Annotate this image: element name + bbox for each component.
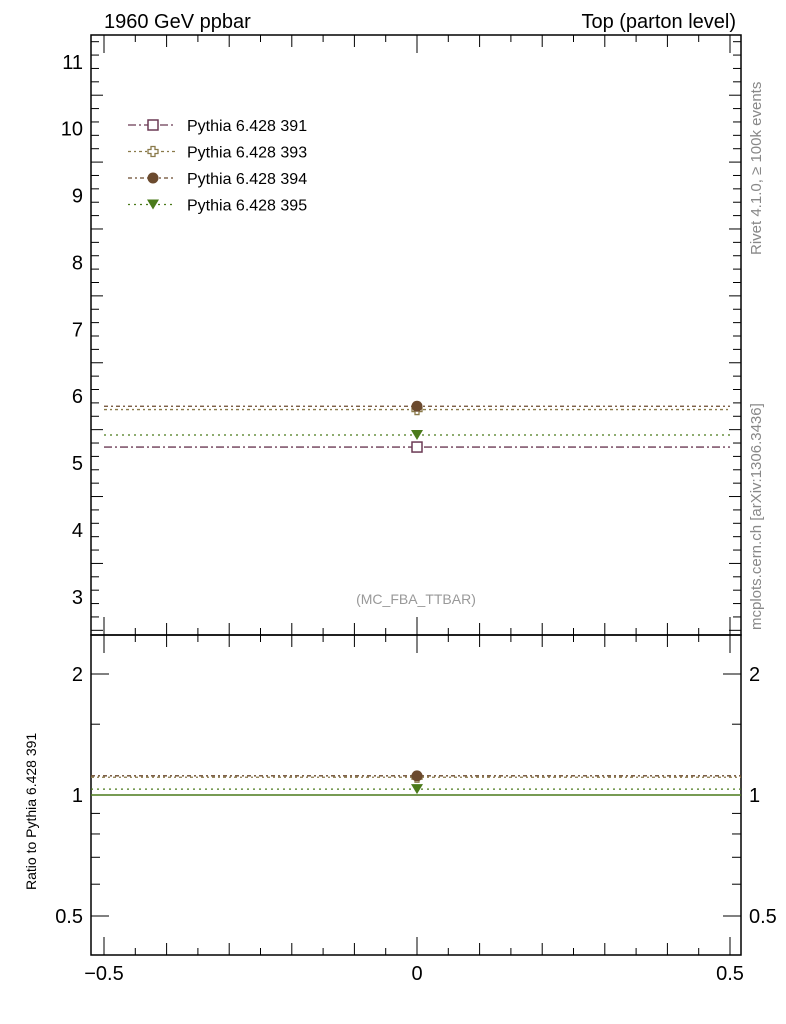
- marker: [411, 770, 423, 782]
- series-391: [91, 441, 741, 796]
- y-tick-label: 5: [72, 453, 83, 475]
- y-tick-label: 11: [62, 52, 83, 74]
- y-tick-label: 9: [72, 186, 83, 208]
- title-right: Top (parton level): [581, 11, 736, 33]
- ratio-tick-label: 0.5: [55, 906, 83, 928]
- marker: [411, 441, 423, 453]
- legend-label: Pythia 6.428 394: [187, 171, 307, 188]
- y-tick-label: 8: [72, 252, 83, 274]
- legend-label: Pythia 6.428 393: [187, 145, 307, 162]
- legend-label: Pythia 6.428 391: [187, 118, 307, 135]
- rivet-label: Rivet 4.1.0, ≥ 100k events: [748, 82, 765, 255]
- analysis-label: (MC_FBA_TTBAR): [356, 591, 476, 607]
- x-tick-label: 0.5: [716, 963, 744, 985]
- legend-entry: Pythia 6.428 391: [128, 118, 307, 135]
- title-left: 1960 GeV ppbar: [104, 11, 251, 33]
- y-tick-label: 7: [72, 319, 83, 341]
- legend-entry: Pythia 6.428 395: [128, 198, 307, 215]
- x-tick-label: 0: [411, 963, 422, 985]
- ratio-tick-label-right: 2: [749, 664, 760, 686]
- ratio-tick-label-right: 1: [749, 785, 760, 807]
- marker: [411, 430, 423, 440]
- marker: [411, 784, 423, 795]
- y-tick-label: 10: [61, 119, 83, 141]
- mcplots-label: mcplots.cern.ch [arXiv:1306.3436]: [748, 403, 765, 630]
- legend-label: Pythia 6.428 395: [187, 198, 307, 215]
- ratio-ylabel: Ratio to Pythia 6.428 391: [23, 733, 39, 890]
- marker: [147, 119, 159, 131]
- legend-entry: Pythia 6.428 394: [128, 171, 307, 188]
- marker: [411, 400, 423, 412]
- marker: [147, 145, 159, 158]
- marker: [147, 172, 159, 184]
- y-tick-label: 4: [72, 520, 83, 542]
- y-tick-label: 3: [72, 587, 83, 609]
- ratio-tick-label-right: 0.5: [749, 906, 777, 928]
- marker: [147, 199, 159, 210]
- series-394: [91, 400, 741, 782]
- ratio-tick-label: 1: [72, 785, 83, 807]
- ratio-tick-label: 2: [72, 664, 83, 686]
- y-tick-label: 6: [72, 386, 83, 408]
- series-395: [91, 430, 741, 795]
- x-tick-label: −0.5: [84, 963, 123, 985]
- legend-entry: Pythia 6.428 393: [128, 145, 307, 162]
